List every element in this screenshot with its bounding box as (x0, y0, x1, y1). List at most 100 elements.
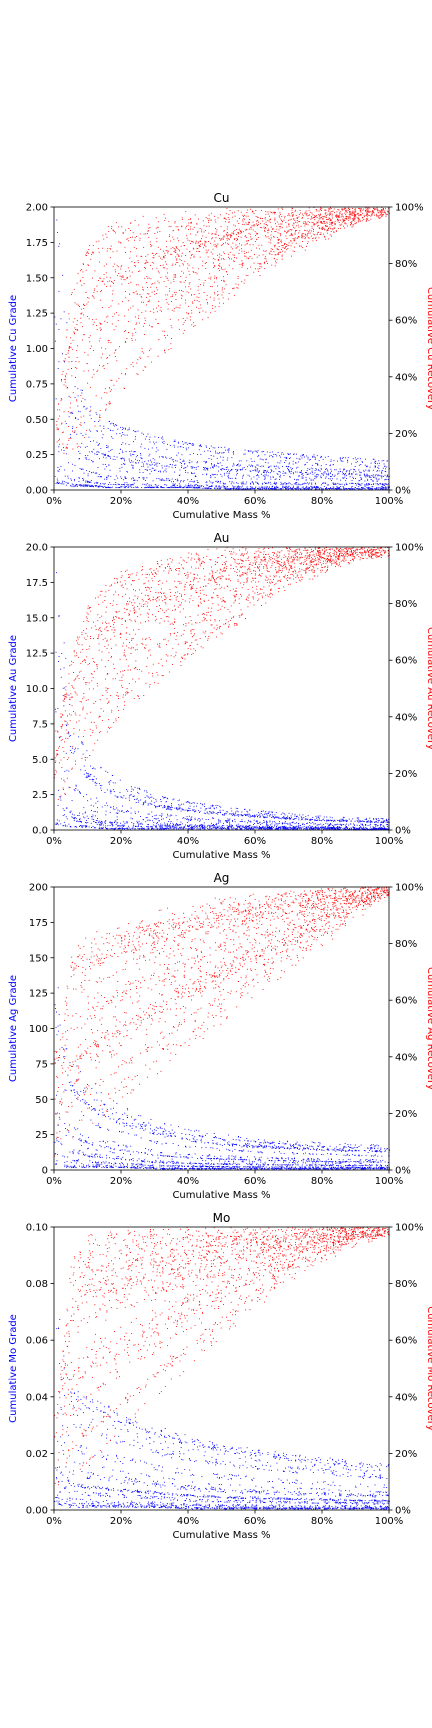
data-point (81, 284, 83, 286)
data-point (234, 215, 236, 217)
data-point (336, 215, 338, 217)
data-point (99, 419, 101, 421)
data-point (71, 368, 72, 369)
data-point (117, 266, 119, 268)
data-point (365, 220, 367, 222)
data-point (109, 403, 110, 405)
data-point (186, 449, 187, 451)
data-point (192, 271, 194, 272)
data-point (223, 236, 225, 238)
data-point (354, 208, 356, 210)
data-point (210, 251, 212, 253)
data-point (361, 217, 363, 219)
data-point (189, 319, 191, 321)
data-point (186, 816, 188, 818)
data-point (156, 287, 157, 289)
data-point (177, 306, 179, 308)
data-point (87, 251, 89, 253)
data-point (88, 436, 90, 438)
data-point (329, 824, 331, 826)
data-point (225, 483, 227, 485)
data-point (378, 474, 380, 476)
data-point (166, 302, 168, 304)
data-point (316, 486, 318, 487)
data-point (110, 390, 111, 392)
data-point (193, 481, 195, 483)
x-tick-label: 20% (110, 496, 132, 507)
data-point (189, 480, 191, 482)
data-point (264, 268, 266, 269)
data-point (300, 471, 302, 473)
data-point (236, 240, 238, 241)
y-tick-label: 1.50 (26, 273, 48, 284)
data-point (162, 479, 164, 481)
data-point (76, 446, 78, 448)
data-point (120, 427, 122, 428)
data-point (109, 285, 111, 287)
data-point (335, 469, 337, 471)
data-point (161, 310, 162, 312)
data-point (255, 232, 257, 234)
data-point (346, 483, 347, 485)
data-point (186, 237, 188, 239)
data-point (83, 334, 85, 336)
data-point (182, 481, 184, 483)
data-point (192, 241, 194, 243)
data-point (70, 342, 72, 344)
data-point (180, 260, 182, 261)
data-point (196, 805, 197, 807)
data-point (182, 487, 184, 489)
data-point (207, 303, 209, 305)
data-point (120, 278, 122, 280)
data-point (289, 462, 291, 464)
data-point (194, 299, 195, 301)
data-point (353, 488, 355, 490)
data-point (211, 484, 213, 486)
data-point (169, 445, 171, 446)
data-point (123, 479, 125, 481)
data-point (108, 487, 109, 488)
data-point (349, 214, 351, 216)
data-point (331, 817, 333, 819)
data-point (302, 473, 304, 475)
data-point (306, 462, 308, 463)
data-point (300, 816, 302, 818)
data-point (304, 249, 306, 251)
data-point (223, 472, 225, 474)
data-point (241, 223, 243, 225)
data-point (191, 467, 193, 469)
data-point (98, 240, 100, 242)
data-point (155, 486, 157, 488)
data-point (378, 488, 380, 490)
data-point (86, 825, 88, 827)
data-point (110, 429, 112, 431)
data-point (157, 231, 158, 233)
data-point (297, 815, 298, 817)
data-point (247, 215, 249, 217)
data-point (81, 484, 83, 486)
data-point (182, 318, 184, 319)
data-point (243, 826, 244, 828)
data-point (136, 373, 138, 375)
data-point (74, 332, 75, 334)
data-point (147, 287, 148, 288)
data-point (320, 221, 322, 223)
data-point (298, 484, 300, 485)
data-point (384, 465, 385, 467)
data-point (181, 803, 183, 805)
data-point (265, 250, 267, 252)
data-point (173, 250, 175, 252)
data-point (175, 276, 177, 278)
data-point (191, 461, 193, 463)
data-point (206, 473, 208, 475)
data-point (311, 470, 313, 472)
data-point (197, 466, 199, 467)
data-point (314, 478, 316, 480)
data-point (299, 475, 300, 477)
data-point (372, 212, 373, 214)
data-point (259, 813, 261, 815)
data-point (63, 450, 65, 451)
data-point (119, 470, 121, 472)
data-point (122, 805, 123, 807)
data-point (243, 488, 245, 490)
